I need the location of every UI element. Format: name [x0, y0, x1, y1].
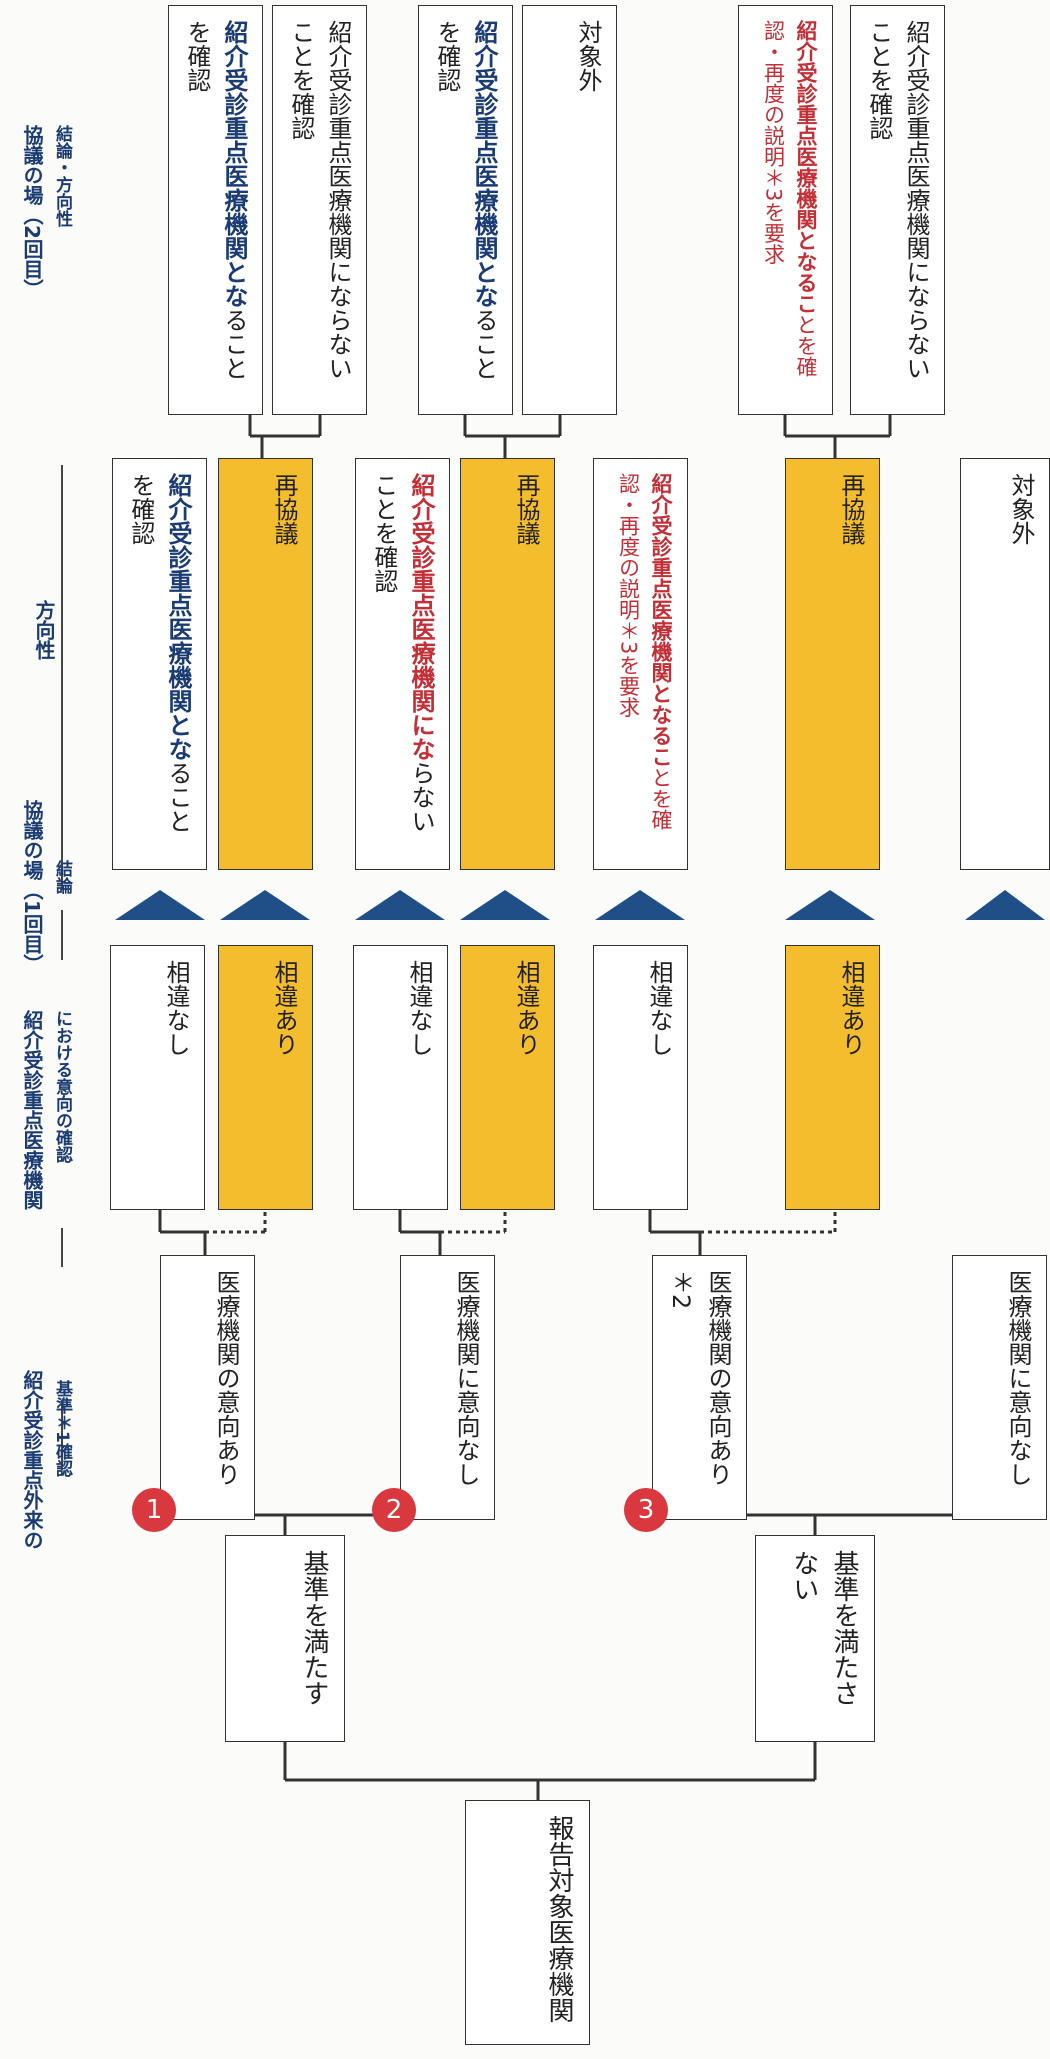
header-round1-sub: 結論	[52, 860, 72, 894]
header-criteria: 紹介受診重点外来の	[20, 1370, 44, 1550]
root-box: 報告対象医療機関	[465, 1800, 590, 2045]
header-round2-sub: 結論・方向性	[52, 125, 72, 227]
intent-box-4: 医療機関に意向なし	[952, 1255, 1047, 1520]
intent-box-2: 医療機関に意向なし	[400, 1255, 495, 1520]
direction-out-of-scope: 対象外	[960, 458, 1050, 870]
direction-confirm-1: 紹介受診重点医療機関となることを確認	[112, 458, 207, 870]
header-intent: 紹介受診重点医療機関	[20, 1010, 44, 1210]
result-diff-2: 相違あり	[460, 945, 555, 1210]
criteria-not-meets-box: 基準を満たさない	[755, 1535, 875, 1742]
result-no-diff-3: 相違なし	[593, 945, 688, 1210]
direction-rediscuss-3: 再協議	[785, 458, 880, 870]
result-diff-3: 相違あり	[785, 945, 880, 1210]
direction-confirm-3: 紹介受診重点医療機関となることを確認・再度の説明＊3を要求	[593, 458, 688, 870]
second-out-of-scope-d: 対象外	[522, 5, 617, 415]
header-intent-sub: における意向の確認	[52, 1010, 72, 1163]
result-no-diff-1: 相違なし	[110, 945, 205, 1210]
second-confirm-c: 紹介受診重点医療機関となることを確認	[418, 5, 513, 415]
header-round1: 協議の場（1回目）	[20, 800, 44, 974]
direction-rediscuss-2: 再協議	[460, 458, 555, 870]
intent-box-1: 医療機関の意向あり	[160, 1255, 255, 1520]
direction-rediscuss-1: 再協議	[218, 458, 313, 870]
second-confirm-a: 紹介受診重点医療機関となることを確認	[168, 5, 263, 415]
badge-1: 1	[132, 1488, 176, 1532]
result-no-diff-2: 相違なし	[353, 945, 448, 1210]
second-confirm-e: 紹介受診重点医療機関となることを確認・再度の説明＊3を要求	[738, 5, 833, 415]
result-diff-1: 相違あり	[218, 945, 313, 1210]
second-not-become-b: 紹介受診重点医療機関にならないことを確認	[272, 5, 367, 415]
arrow-icons	[115, 890, 1045, 920]
second-not-become-f: 紹介受診重点医療機関にならないことを確認	[850, 5, 945, 415]
badge-3: 3	[624, 1488, 668, 1532]
header-criteria-sub: 基準＊1確認	[52, 1380, 72, 1477]
criteria-meets-box: 基準を満たす	[225, 1535, 345, 1742]
direction-confirm-2: 紹介受診重点医療機関にならないことを確認	[355, 458, 450, 870]
badge-2: 2	[372, 1488, 416, 1532]
header-round2: 協議の場（2回目）	[20, 125, 44, 299]
header-direction: 方向性	[32, 600, 56, 660]
intent-box-3: 医療機関の意向あり＊2	[652, 1255, 747, 1520]
